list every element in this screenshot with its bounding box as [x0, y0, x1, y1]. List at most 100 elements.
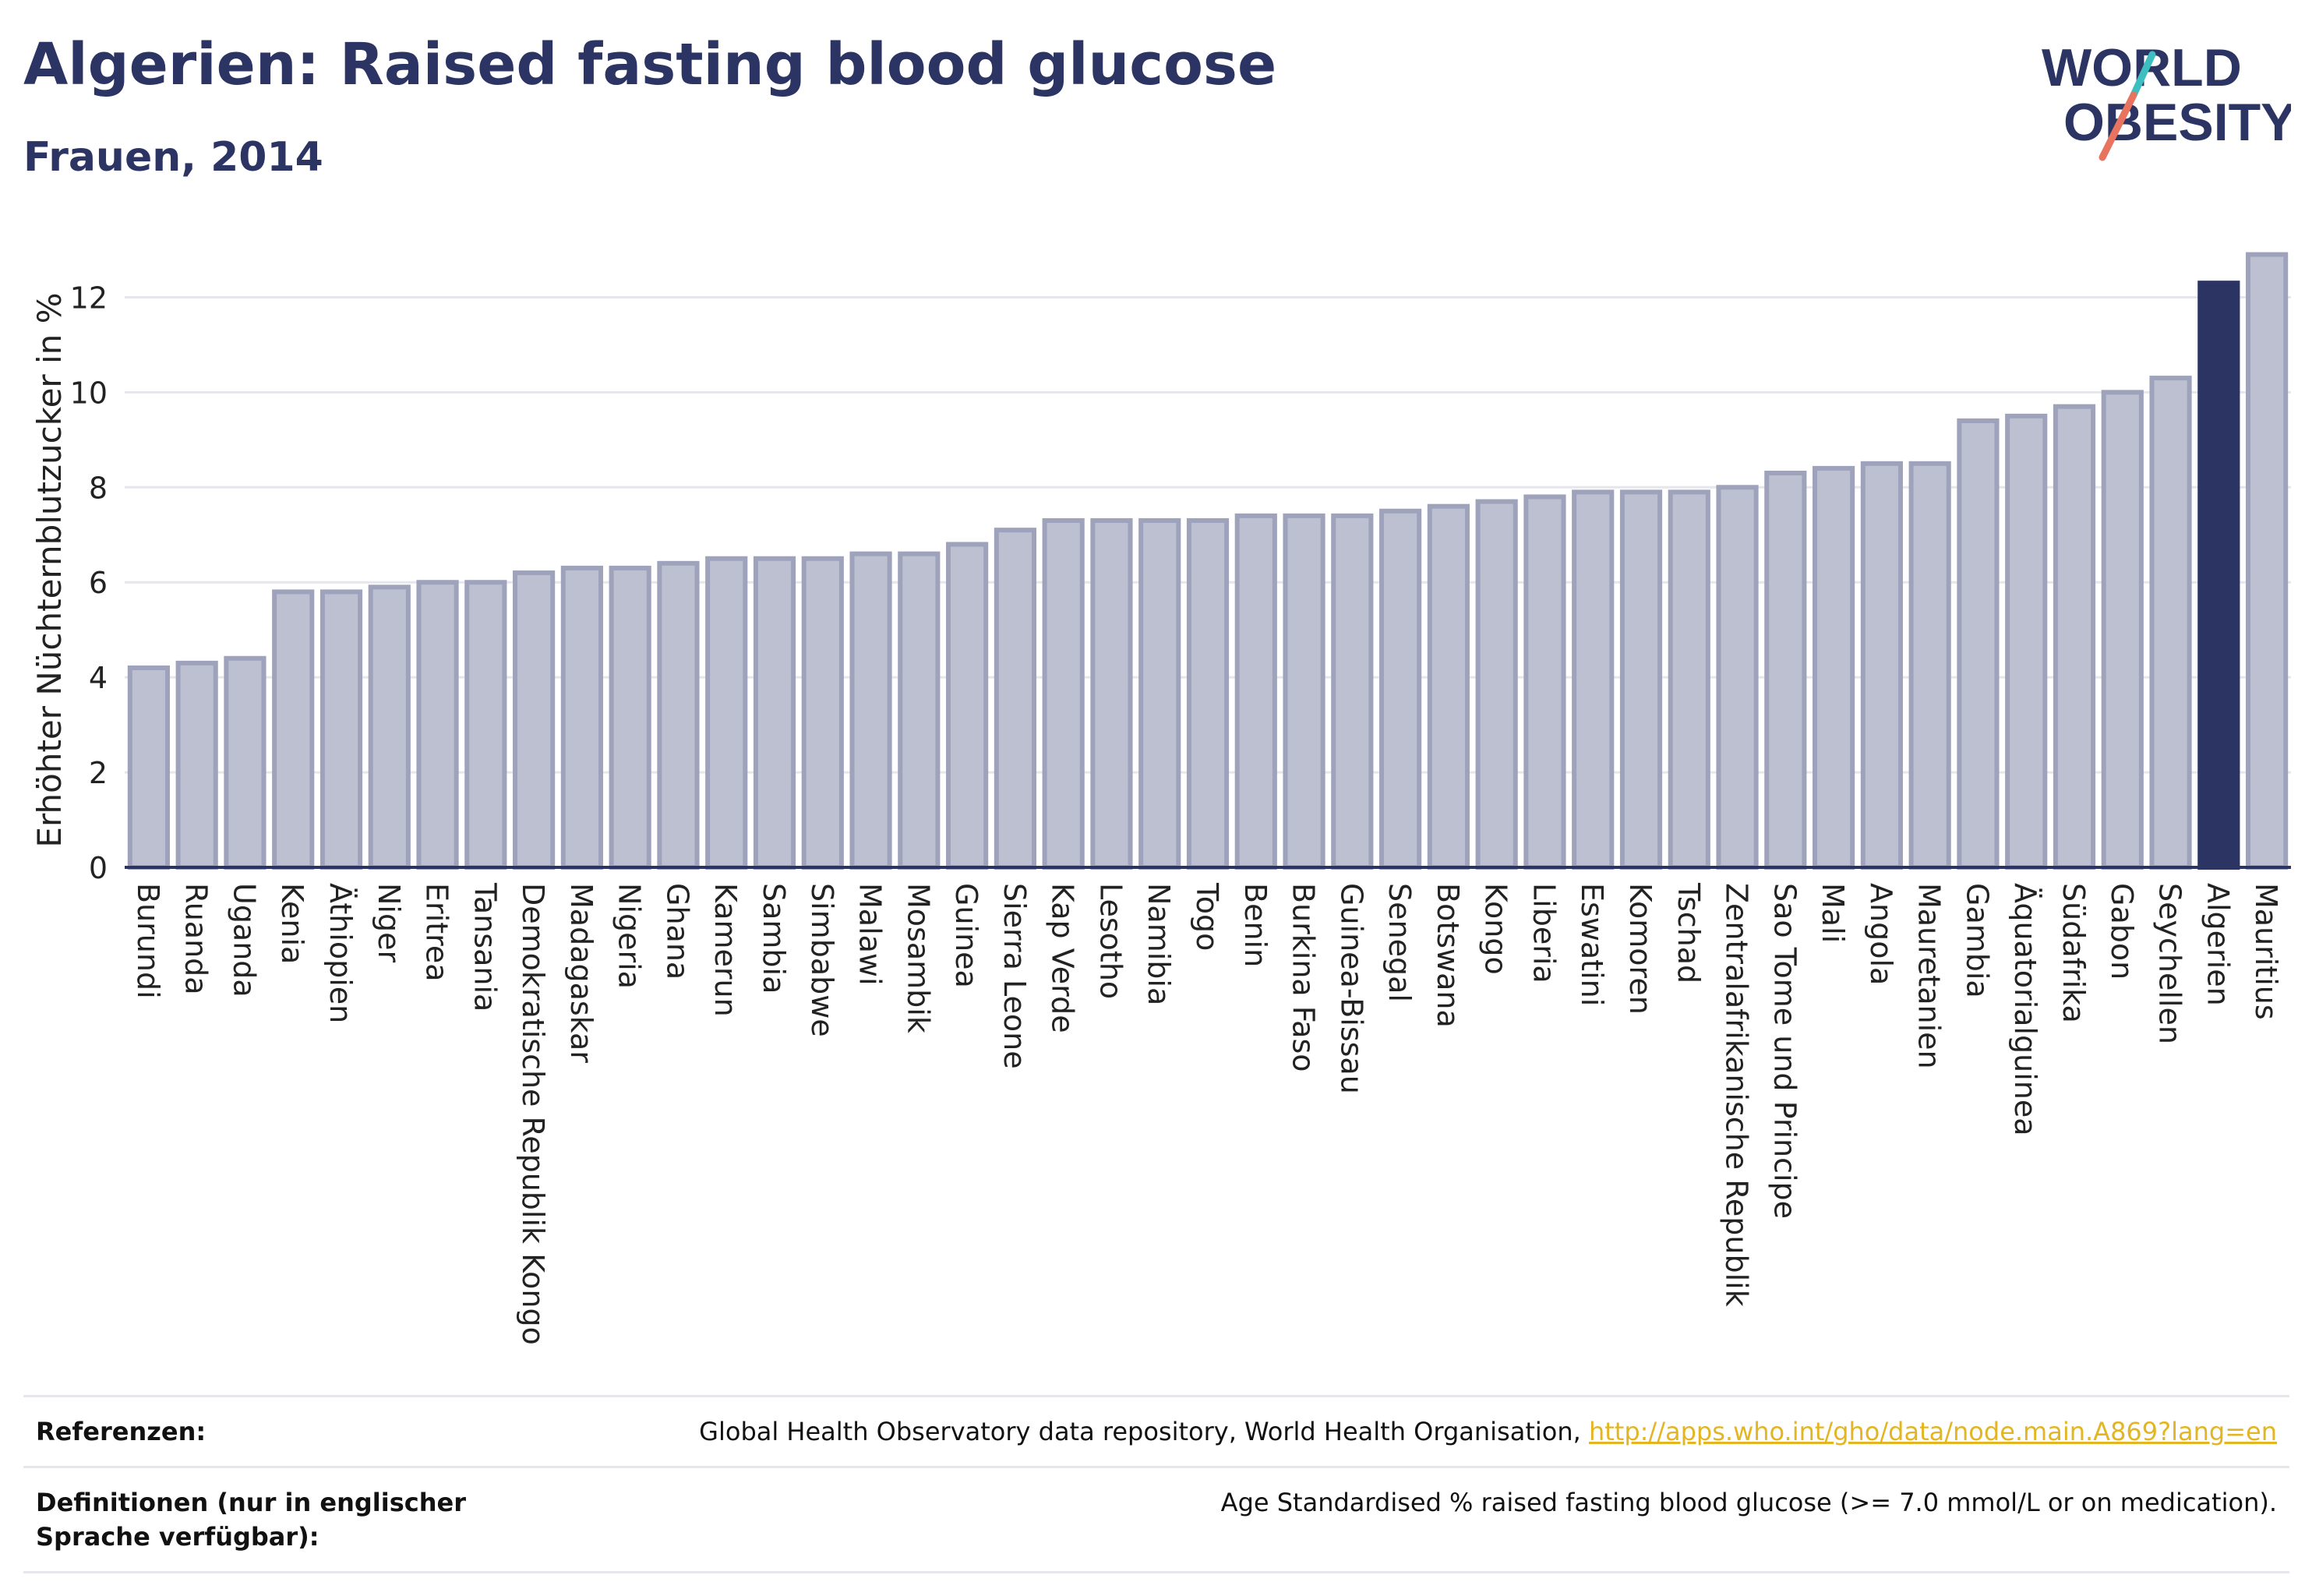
logo-slash-teal [2130, 51, 2156, 99]
x-tick-label: Äthiopien [323, 883, 358, 1023]
logo-slash-coral [2099, 91, 2137, 161]
x-tick-label: Mosambik [901, 883, 935, 1033]
references-row: Referenzen: Global Health Observatory da… [23, 1395, 2289, 1466]
bar-lesotho[interactable] [1090, 517, 1133, 870]
bar-tschad[interactable] [1668, 489, 1710, 870]
bar-eswatini[interactable] [1572, 489, 1615, 870]
bar-komoren[interactable] [1619, 489, 1663, 870]
bar-zentralafrikanische-republik[interactable] [1716, 485, 1759, 870]
bar-tansania[interactable] [464, 580, 507, 870]
references-value: Global Health Observatory data repositor… [699, 1414, 2277, 1449]
x-tick-label: Seychellen [2153, 883, 2187, 1044]
x-tick-label: Burkina Faso [1287, 883, 1321, 1072]
bar-sambia[interactable] [753, 556, 796, 870]
x-tick-label: Kamerun [708, 883, 743, 1017]
bar-niger[interactable] [368, 584, 411, 870]
bar-guinea[interactable] [946, 542, 989, 870]
bar-sao-tome-und-principe[interactable] [1764, 471, 1807, 870]
y-axis-title: Erhöhter Nüchternblutzucker in % [30, 292, 69, 847]
bar-guinea-bissau[interactable] [1331, 513, 1374, 870]
x-tick-label: Liberia [1527, 883, 1561, 983]
bar-südafrika[interactable] [2053, 404, 2096, 870]
x-tick-label: Kap Verde [1046, 883, 1080, 1033]
x-tick-label: Benin [1238, 883, 1273, 967]
x-tick-label: Lesotho [1093, 883, 1128, 999]
bar-seychellen[interactable] [2149, 376, 2192, 870]
x-tick-label: Simbabwe [805, 883, 839, 1037]
x-tick-label: Angola [1864, 883, 1898, 985]
bar-mauritius[interactable] [2246, 252, 2289, 870]
references-text: Global Health Observatory data repositor… [699, 1417, 1589, 1446]
bar-mauretanien[interactable] [1908, 461, 1951, 870]
bar-liberia[interactable] [1523, 494, 1566, 870]
x-tick-label: Malawi [853, 883, 888, 986]
x-tick-label: Tschad [1671, 882, 1706, 983]
x-tick-label: Ruanda [179, 883, 214, 995]
x-tick-label: Guinea [949, 883, 983, 988]
bar-gambia[interactable] [1957, 418, 2000, 870]
bar-burundi[interactable] [127, 665, 170, 870]
bar-kenia[interactable] [272, 589, 315, 870]
bar-angola[interactable] [1860, 461, 1903, 870]
x-tick-label: Namibia [1142, 883, 1176, 1005]
y-tick-label: 8 [89, 471, 108, 505]
x-tick-label: Kenia [275, 883, 309, 964]
definitions-label: Definitionen (nur in englischer Sprache … [36, 1488, 466, 1552]
bar-äthiopien[interactable] [319, 589, 363, 870]
bar-kap-verde[interactable] [1042, 517, 1085, 870]
x-tick-label: Demokratische Republik Kongo [516, 883, 550, 1345]
y-tick-label: 6 [89, 566, 108, 600]
bar-algerien[interactable] [2197, 281, 2240, 870]
bar-malawi[interactable] [849, 551, 892, 870]
x-tick-label: Sierra Leone [997, 883, 1032, 1069]
bar-sierra-leone[interactable] [994, 528, 1036, 870]
x-tick-label: Kongo [1479, 883, 1513, 975]
x-tick-label: Botswana [1431, 883, 1465, 1028]
x-tick-label: Mauretanien [1912, 883, 1947, 1069]
x-tick-label: Gambia [1960, 883, 1994, 998]
bar-kongo[interactable] [1475, 499, 1518, 870]
y-tick-label: 2 [89, 756, 108, 790]
x-tick-label: Togo [1190, 882, 1224, 951]
bar-kamerun[interactable] [705, 556, 748, 870]
x-tick-label: Komoren [1623, 883, 1657, 1015]
x-tick-label: Südafrika [2056, 883, 2091, 1023]
page-title: Algerien: Raised fasting blood glucose [23, 31, 1277, 98]
bar-ruanda[interactable] [175, 660, 218, 870]
x-tick-label: Eswatini [1575, 883, 1609, 1006]
bar-botswana[interactable] [1427, 503, 1470, 870]
x-tick-label: Tansania [468, 882, 502, 1012]
bar-uganda[interactable] [224, 655, 267, 870]
page-subtitle: Frauen, 2014 [23, 134, 323, 181]
x-tick-label: Algerien [2201, 883, 2235, 1006]
x-tick-label: Gabon [2105, 883, 2139, 980]
x-tick-label: Niger [372, 883, 406, 962]
x-tick-label: Mali [1816, 883, 1850, 943]
bar-nigeria[interactable] [609, 565, 651, 870]
bar-simbabwe[interactable] [801, 556, 844, 870]
definitions-value: Age Standardised % raised fasting blood … [1220, 1488, 2277, 1517]
definitions-row: Definitionen (nur in englischer Sprache … [23, 1466, 2289, 1573]
bar-demokratische-republik-kongo[interactable] [513, 570, 556, 870]
bar-ghana[interactable] [657, 560, 700, 870]
bar-benin[interactable] [1234, 513, 1277, 870]
bar-togo[interactable] [1186, 517, 1230, 870]
bar-namibia[interactable] [1138, 517, 1181, 870]
reference-table: Referenzen: Global Health Observatory da… [23, 1395, 2289, 1573]
x-tick-label: Senegal [1382, 883, 1417, 1002]
bar-senegal[interactable] [1379, 508, 1422, 870]
logo-line1: WORLD [2042, 38, 2242, 97]
logo-line2: OBESITY [2063, 93, 2291, 152]
x-tick-label: Ghana [660, 883, 694, 980]
bar-burkina-faso[interactable] [1283, 513, 1325, 870]
bar-gabon[interactable] [2101, 390, 2144, 870]
references-link[interactable]: http://apps.who.int/gho/data/node.main.A… [1588, 1417, 2277, 1446]
bar-madagaskar[interactable] [560, 565, 603, 870]
bar-mosambik[interactable] [898, 551, 941, 870]
bar-mali[interactable] [1813, 465, 1855, 870]
x-tick-label: Sao Tome und Principe [1767, 883, 1802, 1219]
bar-eritrea[interactable] [416, 580, 459, 870]
x-tick-label: Eritrea [420, 883, 454, 982]
bar-äquatorialguinea[interactable] [2005, 413, 2048, 870]
